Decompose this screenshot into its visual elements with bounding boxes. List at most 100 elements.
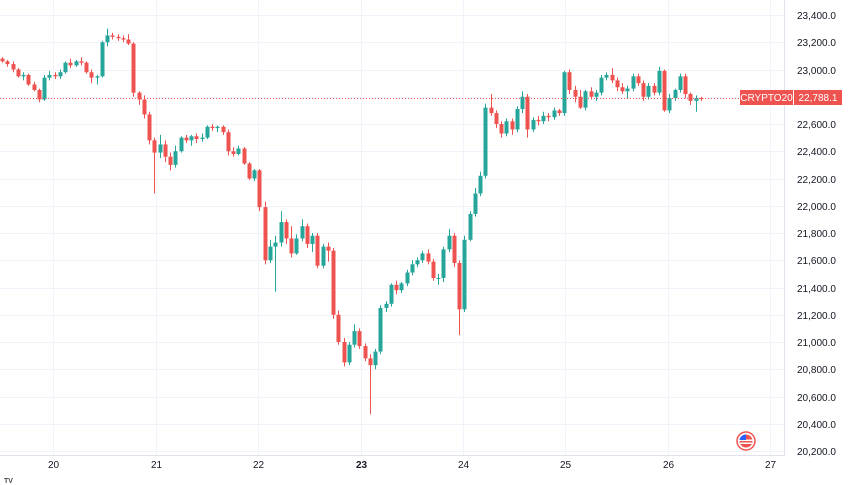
x-tick-label: 27 <box>765 460 777 471</box>
candle-body <box>89 72 94 78</box>
candle-down <box>525 94 530 138</box>
candle-body <box>473 193 478 214</box>
candle-down <box>494 110 499 129</box>
candle-body <box>200 137 205 139</box>
candle-body <box>205 126 210 138</box>
candle-body <box>116 36 121 39</box>
candle-body <box>378 307 383 352</box>
candle-up <box>236 145 241 156</box>
candle-down <box>126 34 131 45</box>
y-tick-label: 20,400.0 <box>797 420 836 431</box>
candle-down <box>110 32 115 40</box>
candle-down <box>79 57 84 66</box>
x-tick-label: 23 <box>356 460 368 471</box>
candle-up <box>273 235 278 292</box>
candle-body <box>121 38 126 40</box>
candle-up <box>473 188 478 217</box>
candle-body <box>74 61 79 66</box>
candle-body <box>357 331 362 347</box>
candle-down <box>394 280 399 295</box>
candle-down <box>615 77 620 92</box>
candle-down <box>116 34 121 41</box>
y-axis[interactable]: 23,400.023,200.023,000.022,800.022,600.0… <box>797 11 836 458</box>
y-tick-label: 21,200.0 <box>797 311 836 322</box>
candle-up <box>352 324 357 348</box>
x-tick-label: 22 <box>253 460 265 471</box>
us-flag-icon[interactable] <box>736 431 756 451</box>
candle-body <box>147 114 152 141</box>
candle-body <box>126 39 131 44</box>
tradingview-logo: TV <box>4 478 13 485</box>
candle-body <box>447 235 452 250</box>
candle-body <box>284 222 289 239</box>
candle-down <box>221 125 226 135</box>
candle-up <box>373 348 378 370</box>
last-price-badge: CRYPTO20 22,788.1 <box>740 90 842 105</box>
candle-body <box>552 110 557 118</box>
candle-body <box>273 242 278 247</box>
candle-body <box>47 74 52 78</box>
candle-up <box>405 269 410 287</box>
candle-body <box>499 124 504 134</box>
candle-up <box>294 234 299 255</box>
candle-body <box>194 136 199 139</box>
candle-body <box>236 148 241 154</box>
candle-body <box>184 137 189 141</box>
candle-body <box>567 72 572 90</box>
candle-body <box>215 126 220 129</box>
candle-down <box>652 83 657 96</box>
candle-body <box>53 74 58 77</box>
candle-up <box>594 89 599 101</box>
candle-body <box>468 213 473 240</box>
candle-down <box>620 83 625 95</box>
price-badge-label: 22,788.1 <box>799 93 838 104</box>
candle-down <box>589 87 594 100</box>
candle-body <box>252 170 257 179</box>
candle-down <box>226 129 231 156</box>
candle-body <box>436 277 441 279</box>
candle-body <box>168 156 173 165</box>
candle-down <box>326 242 331 262</box>
candle-body <box>462 239 467 310</box>
candle-down <box>247 162 252 180</box>
y-tick-label: 22,600.0 <box>797 120 836 131</box>
candle-body <box>573 89 578 97</box>
candle-body <box>452 235 457 263</box>
candle-up <box>583 89 588 111</box>
candle-up <box>462 235 467 313</box>
candle-up <box>173 145 178 168</box>
candle-body <box>42 77 47 100</box>
candle-down <box>168 152 173 171</box>
x-axis[interactable]: 20 21 22 23 24 25 26 27 <box>48 460 777 471</box>
candle-body <box>326 246 331 251</box>
candle-down <box>510 118 515 135</box>
candle-down <box>137 91 142 105</box>
candle-body <box>300 226 305 239</box>
candle-up <box>252 168 257 182</box>
candle-down <box>231 147 236 157</box>
y-tick-label: 21,600.0 <box>797 256 836 267</box>
candle-down <box>0 57 5 63</box>
candle-body <box>263 207 268 261</box>
candle-body <box>399 283 404 291</box>
candle-body <box>683 76 688 95</box>
candle-body <box>342 342 347 363</box>
y-tick-label: 22,400.0 <box>797 147 836 158</box>
candle-up <box>667 94 672 114</box>
candle-body <box>625 88 630 92</box>
y-tick-label: 20,800.0 <box>797 365 836 376</box>
candle-up <box>100 40 105 78</box>
candle-body <box>110 35 115 37</box>
x-tick-label: 21 <box>151 460 163 471</box>
symbol-badge-label: CRYPTO20 <box>740 93 793 104</box>
candle-up <box>321 243 326 269</box>
candle-down <box>289 226 294 258</box>
y-tick-label: 21,000.0 <box>797 338 836 349</box>
candle-body <box>631 76 636 89</box>
candle-down <box>457 260 462 336</box>
candle-up <box>478 171 483 197</box>
candle-up <box>205 125 210 139</box>
candle-down <box>210 124 215 131</box>
candle-down <box>641 80 646 101</box>
